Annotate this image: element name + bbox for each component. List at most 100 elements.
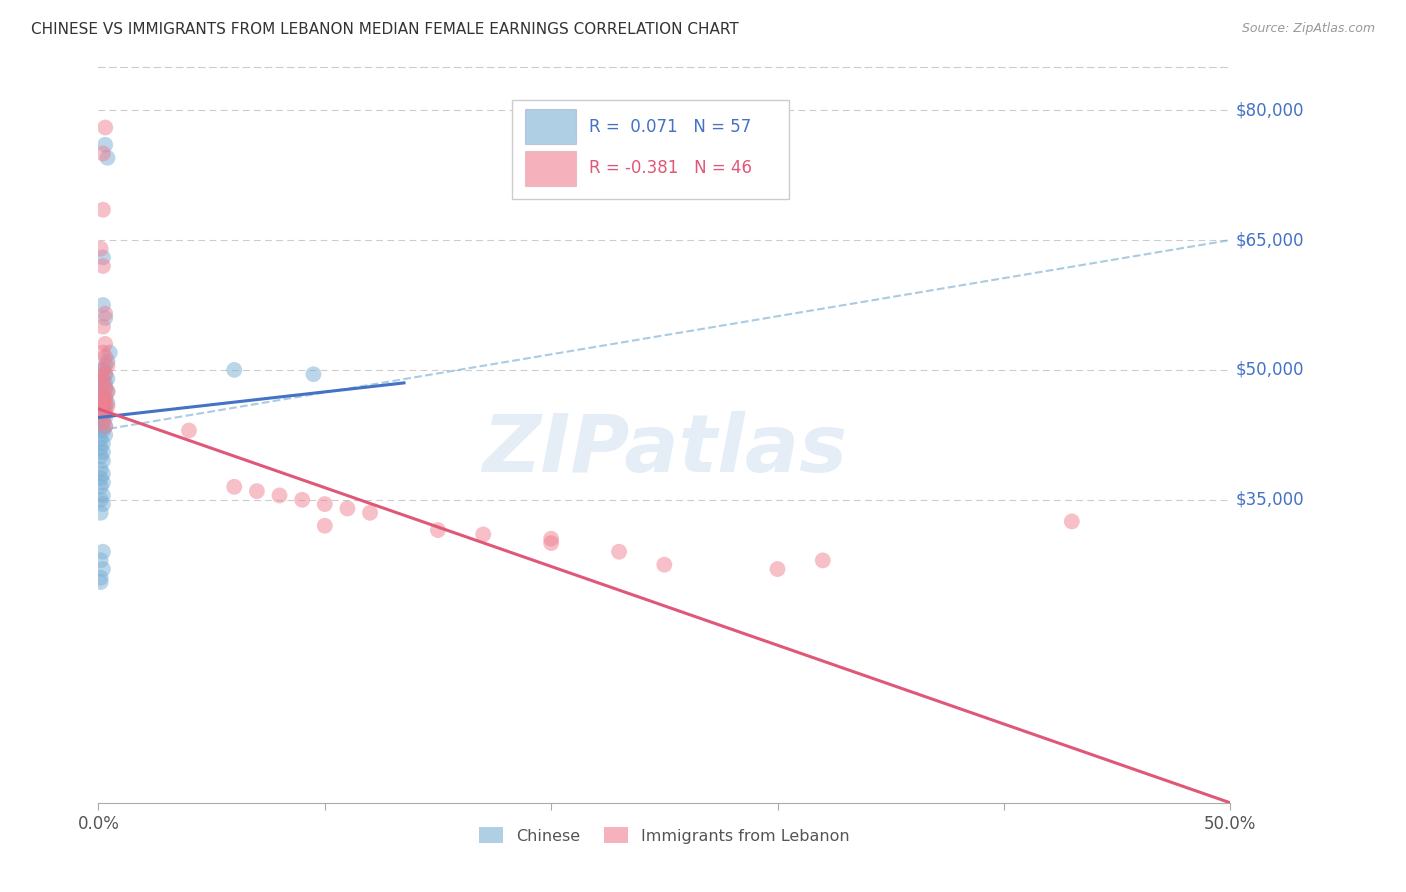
Point bbox=[90, 441, 112, 455]
Point bbox=[94, 368, 117, 382]
Point bbox=[91, 413, 114, 427]
Point bbox=[94, 419, 117, 434]
Point bbox=[91, 424, 114, 438]
Point bbox=[91, 319, 114, 334]
Point bbox=[90, 371, 112, 385]
Point bbox=[540, 532, 562, 546]
Point bbox=[94, 376, 117, 390]
Point bbox=[94, 393, 117, 408]
Point bbox=[224, 363, 246, 377]
Point bbox=[91, 202, 114, 217]
Point bbox=[94, 427, 117, 442]
Point bbox=[90, 393, 112, 408]
Point bbox=[98, 345, 121, 359]
Point bbox=[336, 501, 359, 516]
Point bbox=[91, 146, 114, 161]
Point bbox=[96, 359, 118, 373]
Point bbox=[94, 337, 117, 351]
Point bbox=[540, 536, 562, 550]
Point bbox=[359, 506, 381, 520]
Point bbox=[91, 467, 114, 481]
Point bbox=[94, 380, 117, 394]
Point bbox=[90, 399, 112, 413]
Point bbox=[90, 553, 112, 567]
Point bbox=[96, 396, 118, 410]
Bar bbox=[524, 151, 576, 186]
Point bbox=[314, 518, 336, 533]
Text: R =  0.071   N = 57: R = 0.071 N = 57 bbox=[589, 118, 751, 136]
Point bbox=[90, 450, 112, 464]
FancyBboxPatch shape bbox=[512, 100, 789, 200]
Point bbox=[90, 422, 112, 436]
Point bbox=[90, 575, 112, 590]
Point bbox=[269, 488, 291, 502]
Point bbox=[90, 432, 112, 446]
Point bbox=[94, 368, 117, 382]
Point bbox=[91, 408, 114, 422]
Point bbox=[472, 527, 495, 541]
Point bbox=[91, 259, 114, 273]
Point bbox=[91, 454, 114, 468]
Point bbox=[224, 480, 246, 494]
Point bbox=[246, 484, 269, 499]
Point bbox=[91, 391, 114, 405]
Point bbox=[96, 354, 118, 368]
Point bbox=[94, 382, 117, 396]
Point bbox=[91, 415, 114, 429]
Point bbox=[91, 251, 114, 265]
Text: CHINESE VS IMMIGRANTS FROM LEBANON MEDIAN FEMALE EARNINGS CORRELATION CHART: CHINESE VS IMMIGRANTS FROM LEBANON MEDIA… bbox=[31, 22, 738, 37]
Point bbox=[91, 401, 114, 416]
Point bbox=[91, 562, 114, 576]
Point bbox=[91, 404, 114, 418]
Point bbox=[90, 506, 112, 520]
Point bbox=[90, 406, 112, 420]
Point bbox=[96, 399, 118, 413]
Point bbox=[302, 368, 325, 382]
Point bbox=[91, 445, 114, 459]
Bar bbox=[524, 109, 576, 145]
Point bbox=[91, 436, 114, 450]
Point bbox=[94, 307, 117, 321]
Point bbox=[96, 151, 118, 165]
Point bbox=[94, 391, 117, 405]
Text: $35,000: $35,000 bbox=[1236, 491, 1305, 508]
Point bbox=[91, 374, 114, 388]
Point bbox=[91, 345, 114, 359]
Point bbox=[91, 363, 114, 377]
Point bbox=[811, 553, 834, 567]
Text: $80,000: $80,000 bbox=[1236, 101, 1305, 120]
Legend: Chinese, Immigrants from Lebanon: Chinese, Immigrants from Lebanon bbox=[472, 821, 856, 850]
Point bbox=[94, 406, 117, 420]
Point bbox=[90, 480, 112, 494]
Point bbox=[91, 475, 114, 490]
Point bbox=[91, 376, 114, 390]
Point bbox=[90, 389, 112, 403]
Point bbox=[91, 398, 114, 412]
Point bbox=[91, 396, 114, 410]
Point bbox=[94, 359, 117, 373]
Point bbox=[94, 120, 117, 135]
Point bbox=[91, 298, 114, 312]
Point bbox=[766, 562, 789, 576]
Text: ZIPatlas: ZIPatlas bbox=[482, 410, 846, 489]
Point bbox=[91, 497, 114, 511]
Point bbox=[91, 545, 114, 559]
Point bbox=[90, 571, 112, 585]
Point bbox=[90, 242, 112, 256]
Text: R = -0.381   N = 46: R = -0.381 N = 46 bbox=[589, 160, 751, 178]
Point bbox=[90, 378, 112, 392]
Point bbox=[96, 384, 118, 399]
Point bbox=[94, 419, 117, 434]
Point bbox=[94, 137, 117, 152]
Point bbox=[91, 389, 114, 403]
Point bbox=[1060, 515, 1083, 529]
Point bbox=[291, 492, 314, 507]
Text: $65,000: $65,000 bbox=[1236, 231, 1305, 249]
Point bbox=[607, 545, 630, 559]
Point bbox=[94, 350, 117, 364]
Text: Source: ZipAtlas.com: Source: ZipAtlas.com bbox=[1241, 22, 1375, 36]
Point bbox=[94, 410, 117, 425]
Point bbox=[91, 380, 114, 394]
Point bbox=[94, 310, 117, 325]
Point bbox=[96, 384, 118, 399]
